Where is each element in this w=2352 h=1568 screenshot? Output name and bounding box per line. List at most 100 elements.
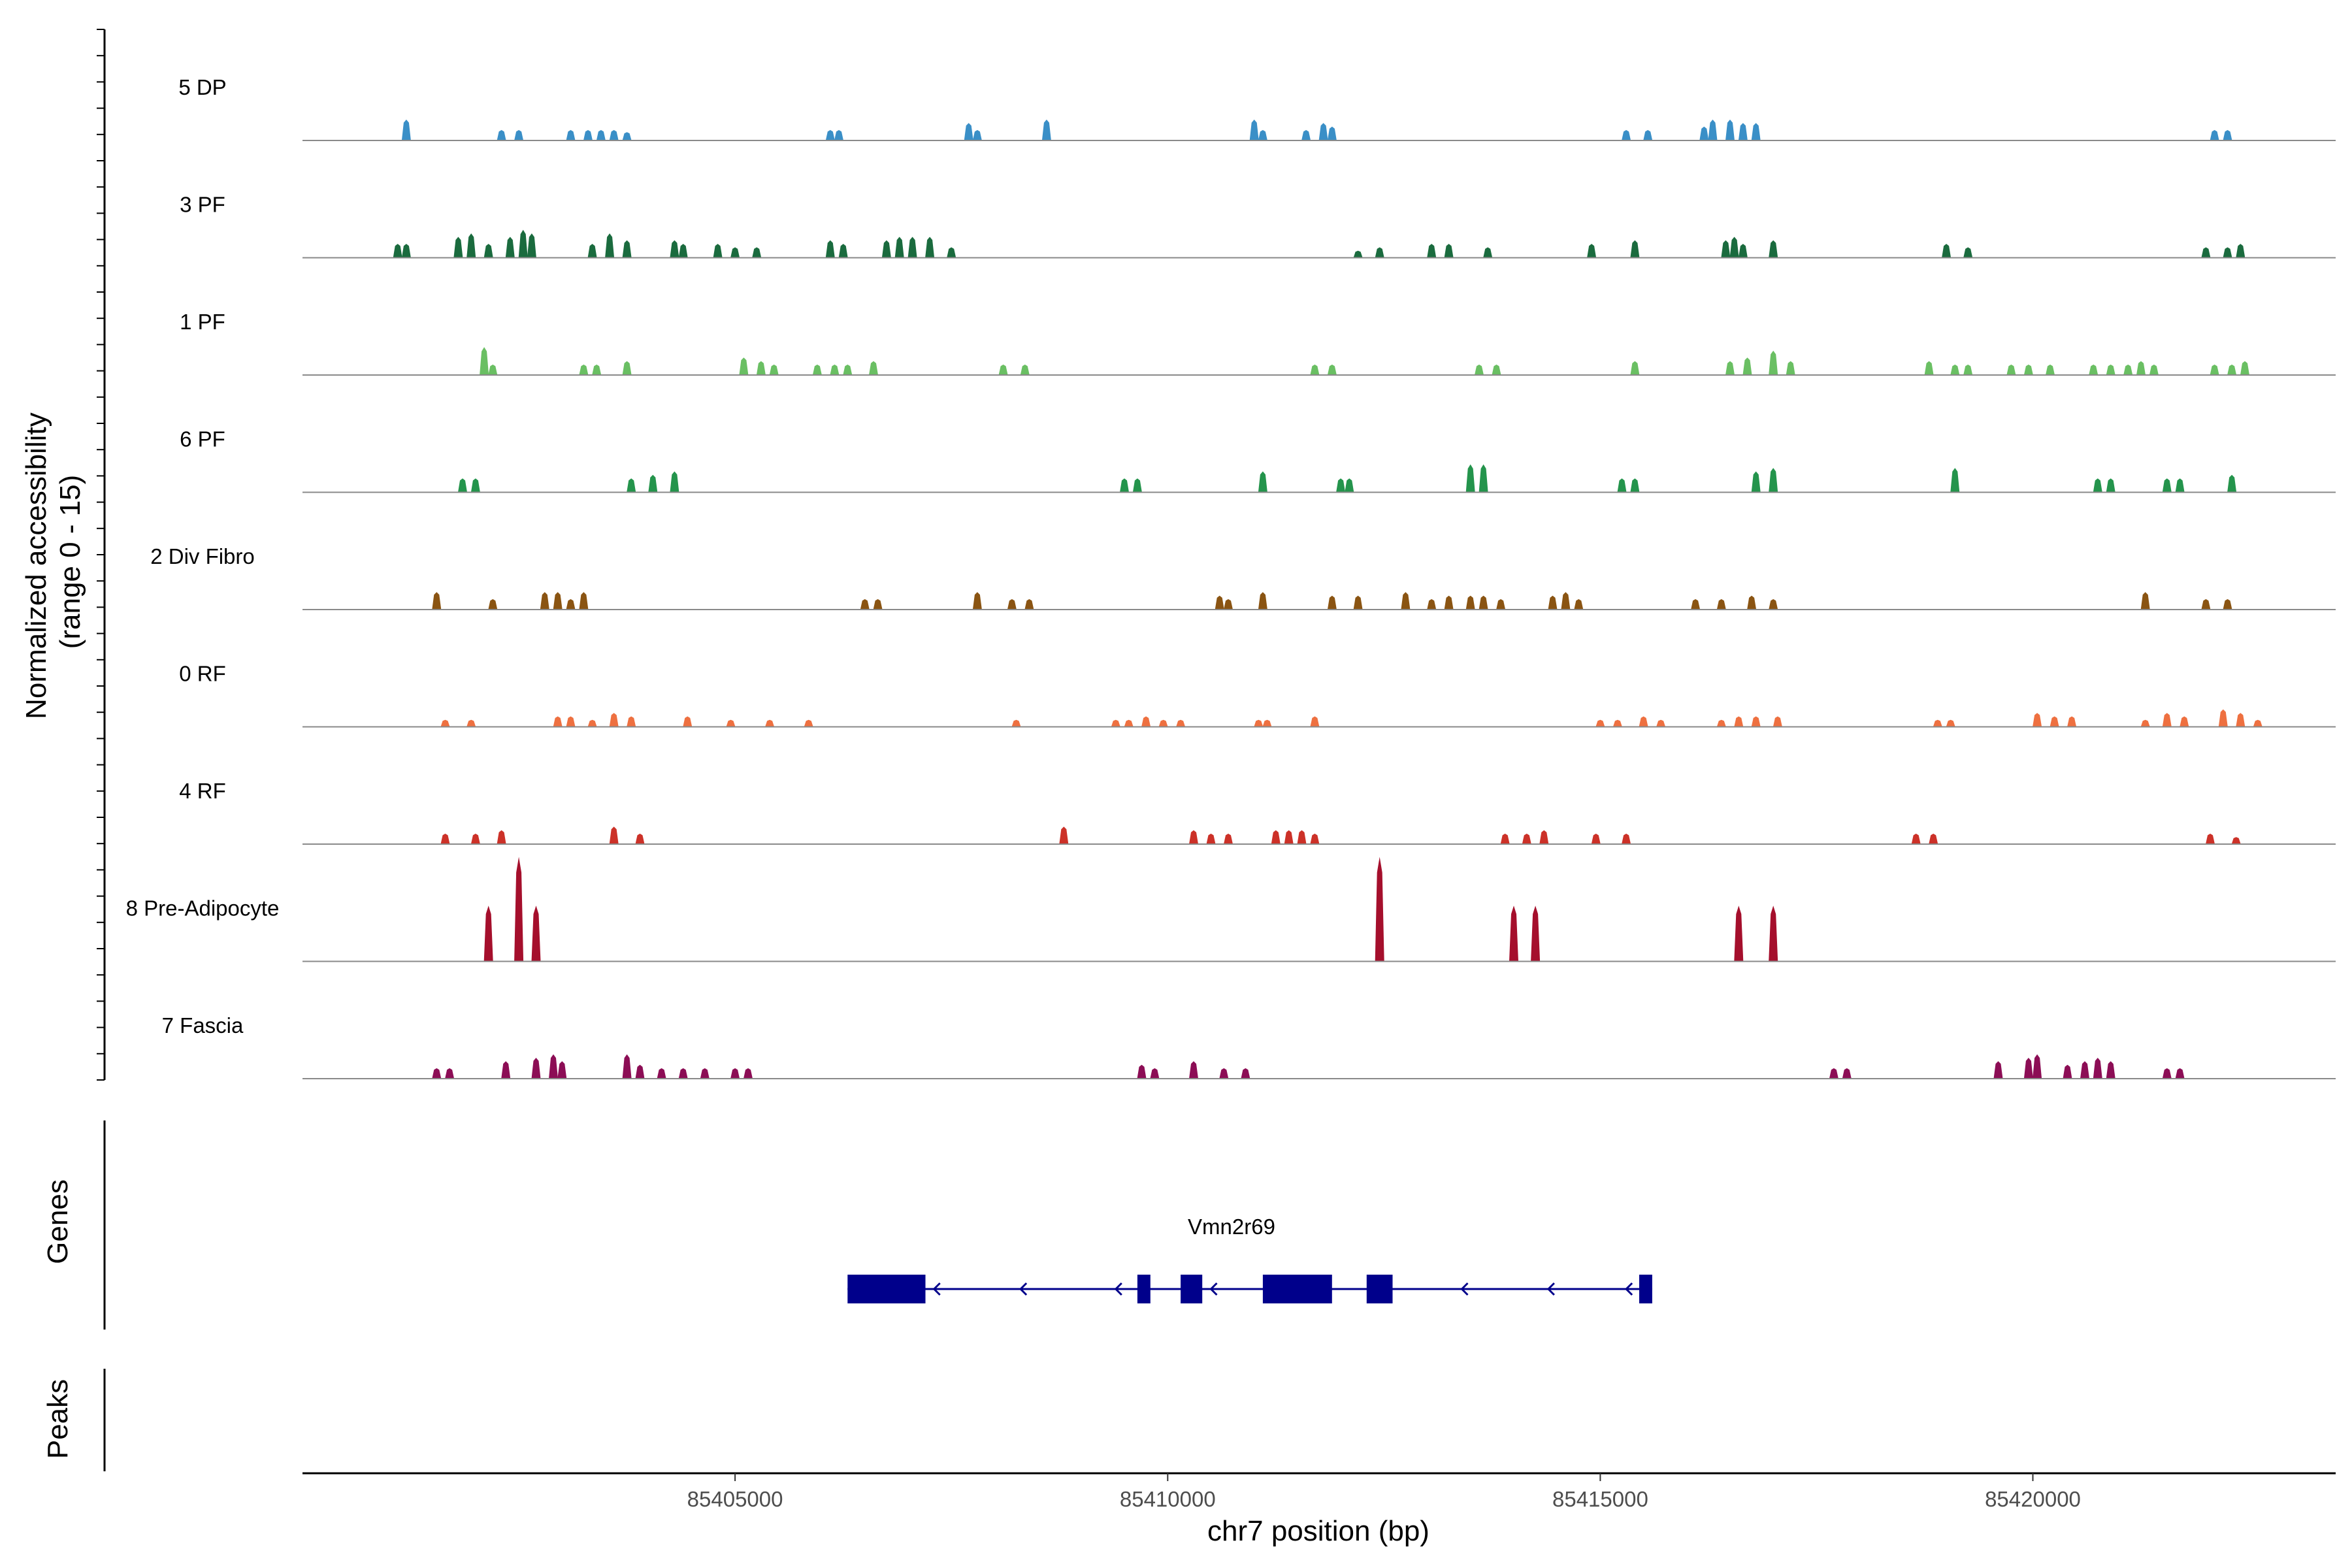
coverage-peak bbox=[1729, 237, 1739, 258]
gene-exon bbox=[847, 1275, 926, 1303]
coverage-peak bbox=[925, 237, 935, 258]
coverage-peak bbox=[1258, 592, 1267, 610]
left-axes bbox=[97, 29, 106, 1471]
coverage-peak bbox=[743, 1068, 753, 1079]
coverage-peak bbox=[1929, 834, 1938, 844]
coverage-peak bbox=[622, 240, 632, 258]
coverage-peak bbox=[1465, 464, 1475, 493]
coverage-peak bbox=[483, 244, 493, 258]
coverage-peak bbox=[998, 365, 1008, 375]
coverage-peak bbox=[2210, 130, 2219, 140]
strand-arrow bbox=[1624, 1282, 1633, 1296]
coverage-peak bbox=[2106, 365, 2115, 375]
track-label: 4 RF bbox=[179, 779, 226, 803]
coverage-peak bbox=[2236, 713, 2246, 727]
coverage-peak bbox=[2063, 1064, 2072, 1079]
coverage-peak bbox=[1120, 478, 1129, 493]
coverage-peak bbox=[470, 834, 480, 844]
track-label: 3 PF bbox=[180, 193, 225, 217]
x-axis-title: chr7 position (bp) bbox=[1207, 1515, 1429, 1547]
coverage-peak bbox=[1219, 1068, 1229, 1079]
coverage-peak bbox=[2236, 244, 2246, 258]
coverage-peak bbox=[2033, 713, 2042, 727]
coverage-peak bbox=[1215, 595, 1224, 610]
coverage-peak bbox=[1691, 599, 1701, 610]
coverage-peak bbox=[1310, 365, 1320, 375]
coverage-peak bbox=[1478, 464, 1488, 493]
coverage-peak bbox=[2149, 365, 2159, 375]
coverage-peak bbox=[1224, 599, 1233, 610]
coverage-peak bbox=[609, 826, 619, 844]
coverage-peak bbox=[804, 719, 813, 727]
coverage-peak bbox=[1444, 595, 1454, 610]
coverage-peak bbox=[1327, 126, 1337, 140]
coverage-peak bbox=[869, 361, 878, 375]
coverage-peak bbox=[1353, 595, 1363, 610]
coverage-peak bbox=[2089, 365, 2099, 375]
coverage-peak bbox=[1020, 365, 1030, 375]
coverage-peak bbox=[579, 365, 589, 375]
coverage-peak bbox=[1475, 365, 1484, 375]
coverage-peak bbox=[2123, 365, 2133, 375]
coverage-peak bbox=[873, 599, 883, 610]
coverage-peak bbox=[1301, 130, 1311, 140]
coverage-peak bbox=[401, 244, 411, 258]
y-axis-title-line-1: Normalized accessibility bbox=[20, 412, 52, 719]
coverage-peak bbox=[488, 599, 498, 610]
coverage-peak bbox=[1829, 1068, 1838, 1079]
coverage-peak bbox=[1643, 130, 1653, 140]
coverage-peak bbox=[1699, 126, 1709, 140]
coverage-peak bbox=[1158, 719, 1168, 727]
coverage-peak bbox=[1531, 906, 1541, 962]
coverage-peak bbox=[635, 1064, 645, 1079]
coverage-peak bbox=[765, 719, 775, 727]
coverage-peak bbox=[432, 592, 442, 610]
gene-exon bbox=[1181, 1275, 1203, 1303]
coverage-peak bbox=[1734, 716, 1744, 727]
coverage-peak bbox=[609, 130, 619, 140]
coverage-peak bbox=[1041, 120, 1051, 140]
coverage-peak bbox=[1963, 247, 1973, 258]
coverage-peak bbox=[1769, 350, 1778, 375]
coverage-peak bbox=[1478, 595, 1488, 610]
coverage-peak bbox=[1189, 1061, 1198, 1079]
coverage-peak bbox=[2223, 599, 2232, 610]
coverage-peak bbox=[1772, 716, 1782, 727]
track-8-pre-adipocyte: 8 Pre-Adipocyte bbox=[126, 857, 2336, 962]
coverage-peak bbox=[1375, 857, 1384, 962]
coverage-peak bbox=[2231, 837, 2241, 844]
track-label: 6 PF bbox=[180, 427, 225, 451]
coverage-peak bbox=[1522, 834, 1531, 844]
coverage-peak bbox=[2175, 1068, 2185, 1079]
x-tick-label: 85415000 bbox=[1552, 1487, 1648, 1511]
coverage-peak bbox=[1444, 244, 1454, 258]
coverage-peak bbox=[2162, 478, 2172, 493]
coverage-peak bbox=[1176, 719, 1186, 727]
coverage-peak bbox=[2067, 716, 2077, 727]
coverage-peak bbox=[596, 130, 606, 140]
coverage-peak bbox=[605, 233, 615, 258]
gene-exon bbox=[1366, 1275, 1393, 1303]
coverage-peak bbox=[2223, 247, 2232, 258]
coverage-peak bbox=[445, 1068, 455, 1079]
x-axis: 85405000 85410000 85415000 85420000 chr7 po… bbox=[302, 1472, 2336, 1547]
coverage-peak bbox=[670, 240, 679, 258]
track-label: 1 PF bbox=[180, 310, 225, 334]
coverage-peak bbox=[1950, 365, 1960, 375]
coverage-peak bbox=[1587, 244, 1597, 258]
coverage-peak bbox=[2253, 719, 2262, 727]
coverage-peak bbox=[1189, 830, 1198, 844]
peaks-track: Peaks bbox=[42, 1379, 74, 1459]
x-tick-label: 85410000 bbox=[1120, 1487, 1216, 1511]
y-axis-title: Normalized accessibility (range 0 - 15) bbox=[20, 404, 86, 719]
coverage-peak bbox=[1327, 595, 1337, 610]
coverage-peak bbox=[881, 240, 891, 258]
y-axis-title-line-2: (range 0 - 15) bbox=[54, 475, 86, 649]
coverage-peak bbox=[2093, 478, 2102, 493]
strand-arrow bbox=[932, 1282, 941, 1296]
coverage-peak bbox=[1427, 244, 1437, 258]
track-label: 0 RF bbox=[179, 662, 226, 686]
coverage-peak bbox=[2162, 713, 2172, 727]
coverage-peak bbox=[466, 233, 476, 258]
